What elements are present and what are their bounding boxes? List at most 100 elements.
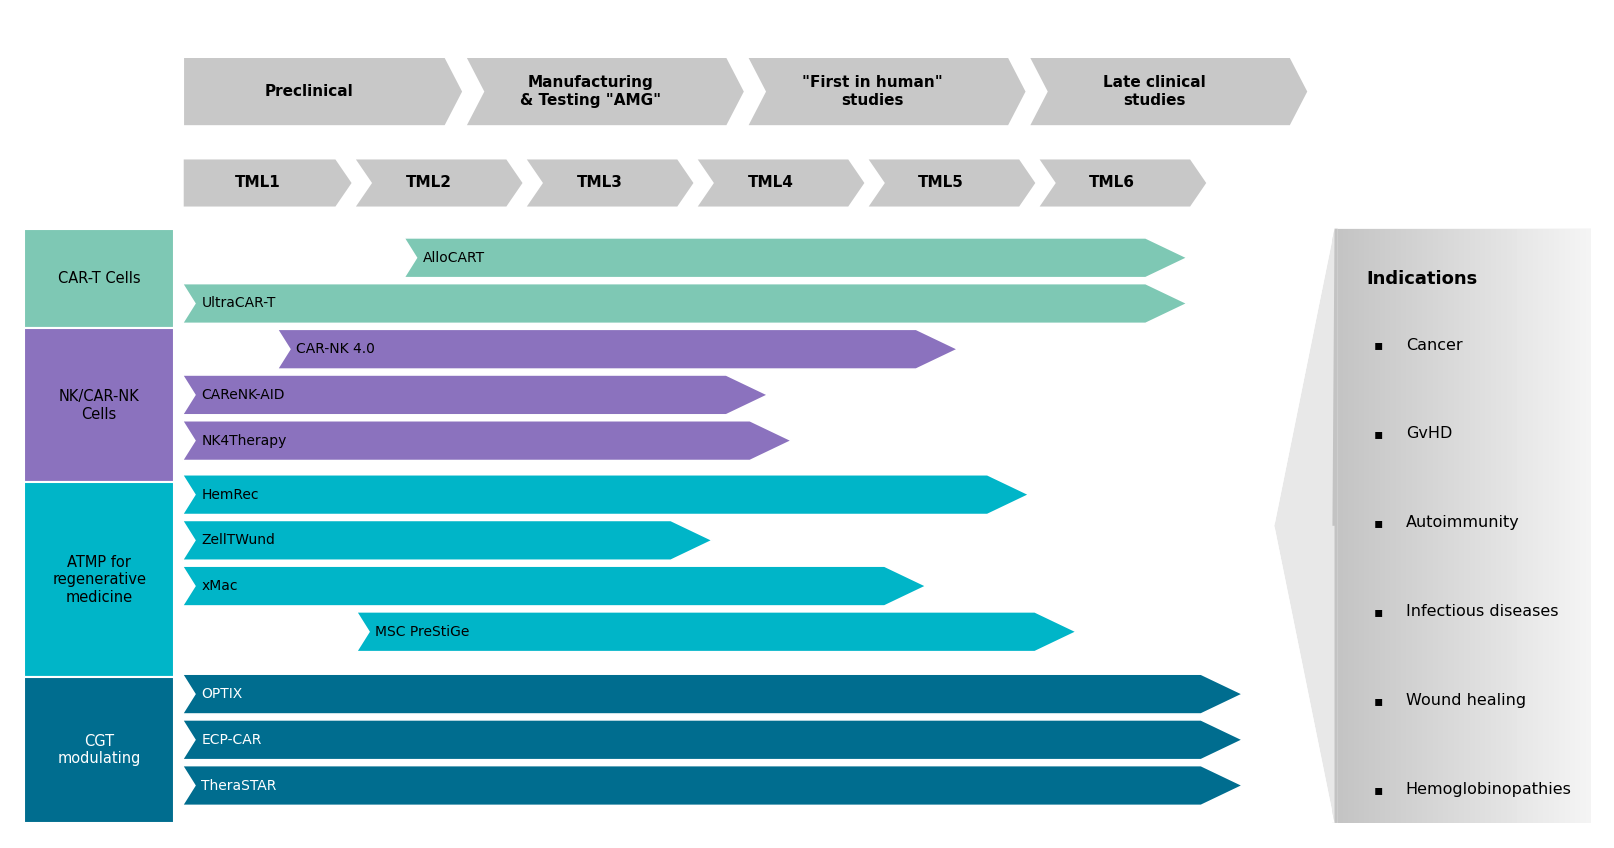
Bar (1516, 229, 1522, 823)
Polygon shape (1411, 229, 1415, 823)
Polygon shape (182, 283, 1186, 323)
Text: ▪: ▪ (1374, 338, 1383, 352)
Text: ▪: ▪ (1374, 694, 1383, 708)
Polygon shape (1036, 158, 1207, 208)
Bar (1453, 229, 1457, 823)
Text: GvHD: GvHD (1404, 427, 1451, 442)
Bar (1399, 229, 1406, 823)
Bar (24, 328, 174, 483)
Polygon shape (1543, 229, 1548, 823)
Text: Cancer: Cancer (1404, 338, 1462, 353)
Polygon shape (1495, 229, 1501, 823)
Polygon shape (182, 521, 712, 561)
Bar (24, 483, 174, 678)
Text: CAR-T Cells: CAR-T Cells (58, 271, 140, 286)
Bar (1583, 229, 1590, 823)
Polygon shape (1453, 229, 1457, 823)
Polygon shape (182, 720, 1243, 760)
Polygon shape (1436, 229, 1443, 823)
Bar (1509, 229, 1516, 823)
Polygon shape (278, 329, 957, 369)
Polygon shape (1432, 229, 1436, 823)
Bar (1390, 229, 1394, 823)
Bar (1441, 229, 1448, 823)
Bar (1404, 229, 1411, 823)
Bar (1374, 229, 1378, 823)
Polygon shape (1422, 229, 1427, 823)
Polygon shape (1564, 229, 1569, 823)
Text: xMac: xMac (202, 579, 237, 593)
Text: ▪: ▪ (1374, 427, 1383, 441)
Bar (1336, 229, 1343, 823)
Bar (1504, 229, 1511, 823)
Text: ▪: ▪ (1374, 783, 1383, 796)
Polygon shape (182, 475, 1028, 515)
Polygon shape (1390, 229, 1394, 823)
Bar (1474, 229, 1478, 823)
Polygon shape (404, 237, 1186, 278)
Text: TheraSTAR: TheraSTAR (202, 778, 276, 793)
Bar (1378, 229, 1385, 823)
Polygon shape (1427, 229, 1432, 823)
Bar (1353, 229, 1357, 823)
Polygon shape (1464, 229, 1469, 823)
Bar (1467, 229, 1474, 823)
Text: TML3: TML3 (576, 176, 621, 191)
Bar (1415, 229, 1422, 823)
Bar (1420, 229, 1427, 823)
Polygon shape (1478, 229, 1485, 823)
Text: CAReNK-AID: CAReNK-AID (202, 388, 284, 402)
Bar (1520, 229, 1527, 823)
Polygon shape (1558, 229, 1564, 823)
Polygon shape (525, 158, 694, 208)
Polygon shape (1574, 229, 1580, 823)
Polygon shape (1469, 229, 1474, 823)
Text: Manufacturing
& Testing "AMG": Manufacturing & Testing "AMG" (520, 75, 662, 108)
Bar (1537, 229, 1543, 823)
Text: ZellTWund: ZellTWund (202, 533, 274, 547)
Polygon shape (1569, 229, 1574, 823)
Polygon shape (1357, 229, 1364, 823)
Text: HemRec: HemRec (202, 488, 258, 502)
Text: UltraCAR-T: UltraCAR-T (202, 297, 276, 310)
Text: OPTIX: OPTIX (202, 687, 242, 701)
Polygon shape (1443, 229, 1448, 823)
Polygon shape (1516, 229, 1522, 823)
Bar (1432, 229, 1436, 823)
Polygon shape (357, 611, 1077, 652)
Polygon shape (1399, 229, 1406, 823)
Bar (1567, 229, 1574, 823)
Polygon shape (182, 375, 767, 415)
Bar (1546, 229, 1553, 823)
Text: CGT
modulating: CGT modulating (58, 734, 140, 767)
Polygon shape (182, 56, 463, 127)
Text: Wound healing: Wound healing (1404, 693, 1525, 708)
Bar (1541, 229, 1548, 823)
Polygon shape (1553, 229, 1558, 823)
Bar (1530, 229, 1537, 823)
Polygon shape (1485, 229, 1490, 823)
Polygon shape (1364, 229, 1369, 823)
Polygon shape (1511, 229, 1516, 823)
Polygon shape (1527, 229, 1532, 823)
Polygon shape (353, 158, 525, 208)
Bar (1499, 229, 1506, 823)
Polygon shape (746, 56, 1027, 127)
Polygon shape (1374, 229, 1378, 823)
Polygon shape (1448, 229, 1453, 823)
Polygon shape (1490, 229, 1495, 823)
Polygon shape (1273, 229, 1333, 823)
Bar (1362, 229, 1369, 823)
Polygon shape (182, 566, 925, 606)
Bar (1411, 229, 1415, 823)
Bar (1348, 229, 1353, 823)
Bar (1425, 229, 1432, 823)
Text: TML4: TML4 (747, 176, 792, 191)
Text: MSC PreStiGe: MSC PreStiGe (374, 625, 470, 639)
Bar (24, 678, 174, 823)
Polygon shape (1343, 229, 1348, 823)
Bar (1483, 229, 1490, 823)
Bar (1394, 229, 1399, 823)
Text: TML2: TML2 (405, 176, 452, 191)
Polygon shape (1522, 229, 1527, 823)
